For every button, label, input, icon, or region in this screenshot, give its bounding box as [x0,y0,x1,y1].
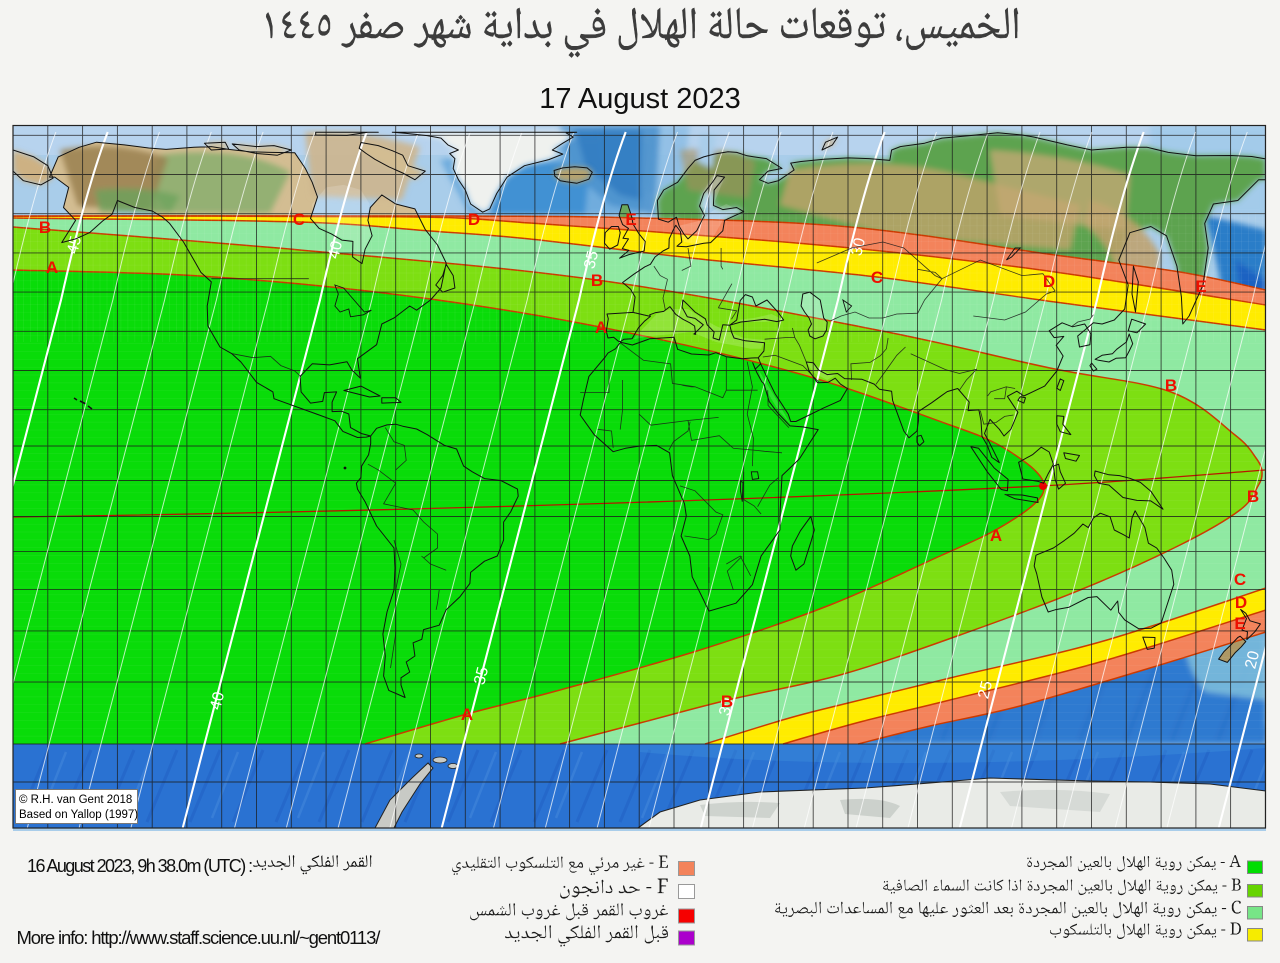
svg-text:A: A [595,318,607,337]
svg-text:© R.H. van Gent 2018: © R.H. van Gent 2018 [19,794,132,806]
svg-text:C: C [871,268,883,287]
svg-text:25: 25 [975,679,996,700]
svg-text:35: 35 [581,249,602,270]
svg-text:A: A [461,705,473,724]
svg-text:B: B [721,692,733,711]
svg-text:B: B [1247,487,1259,506]
svg-text:A: A [990,526,1002,545]
svg-text:40: 40 [207,690,228,711]
svg-text:A: A [46,258,58,277]
svg-text:E: E [625,210,636,229]
svg-text:16 August 2023, 9h 38.0m (UTC): 16 August 2023, 9h 38.0m (UTC) : [27,856,252,876]
svg-text:C: C [1234,570,1246,589]
svg-text:More info: http://www.staff.sc: More info: http://www.staff.science.uu.n… [17,927,382,948]
svg-text:D: D [1235,593,1247,612]
svg-text:40: 40 [325,239,346,260]
svg-text:D: D [468,210,480,229]
svg-text:20: 20 [1242,649,1263,670]
svg-text:B: B [1165,376,1177,395]
svg-text:35: 35 [471,665,492,686]
svg-text:E: E [1234,614,1245,633]
svg-text:30: 30 [716,696,737,717]
svg-text:B: B [39,218,51,237]
svg-text:B: B [591,271,603,290]
svg-text:D: D [1043,272,1055,291]
svg-text:C: C [293,210,305,229]
svg-text:E: E [1195,277,1206,296]
svg-text:Based on Yallop (1997): Based on Yallop (1997) [19,809,138,821]
svg-text:17 August 2023: 17 August 2023 [539,83,741,115]
svg-text:45: 45 [64,234,85,255]
